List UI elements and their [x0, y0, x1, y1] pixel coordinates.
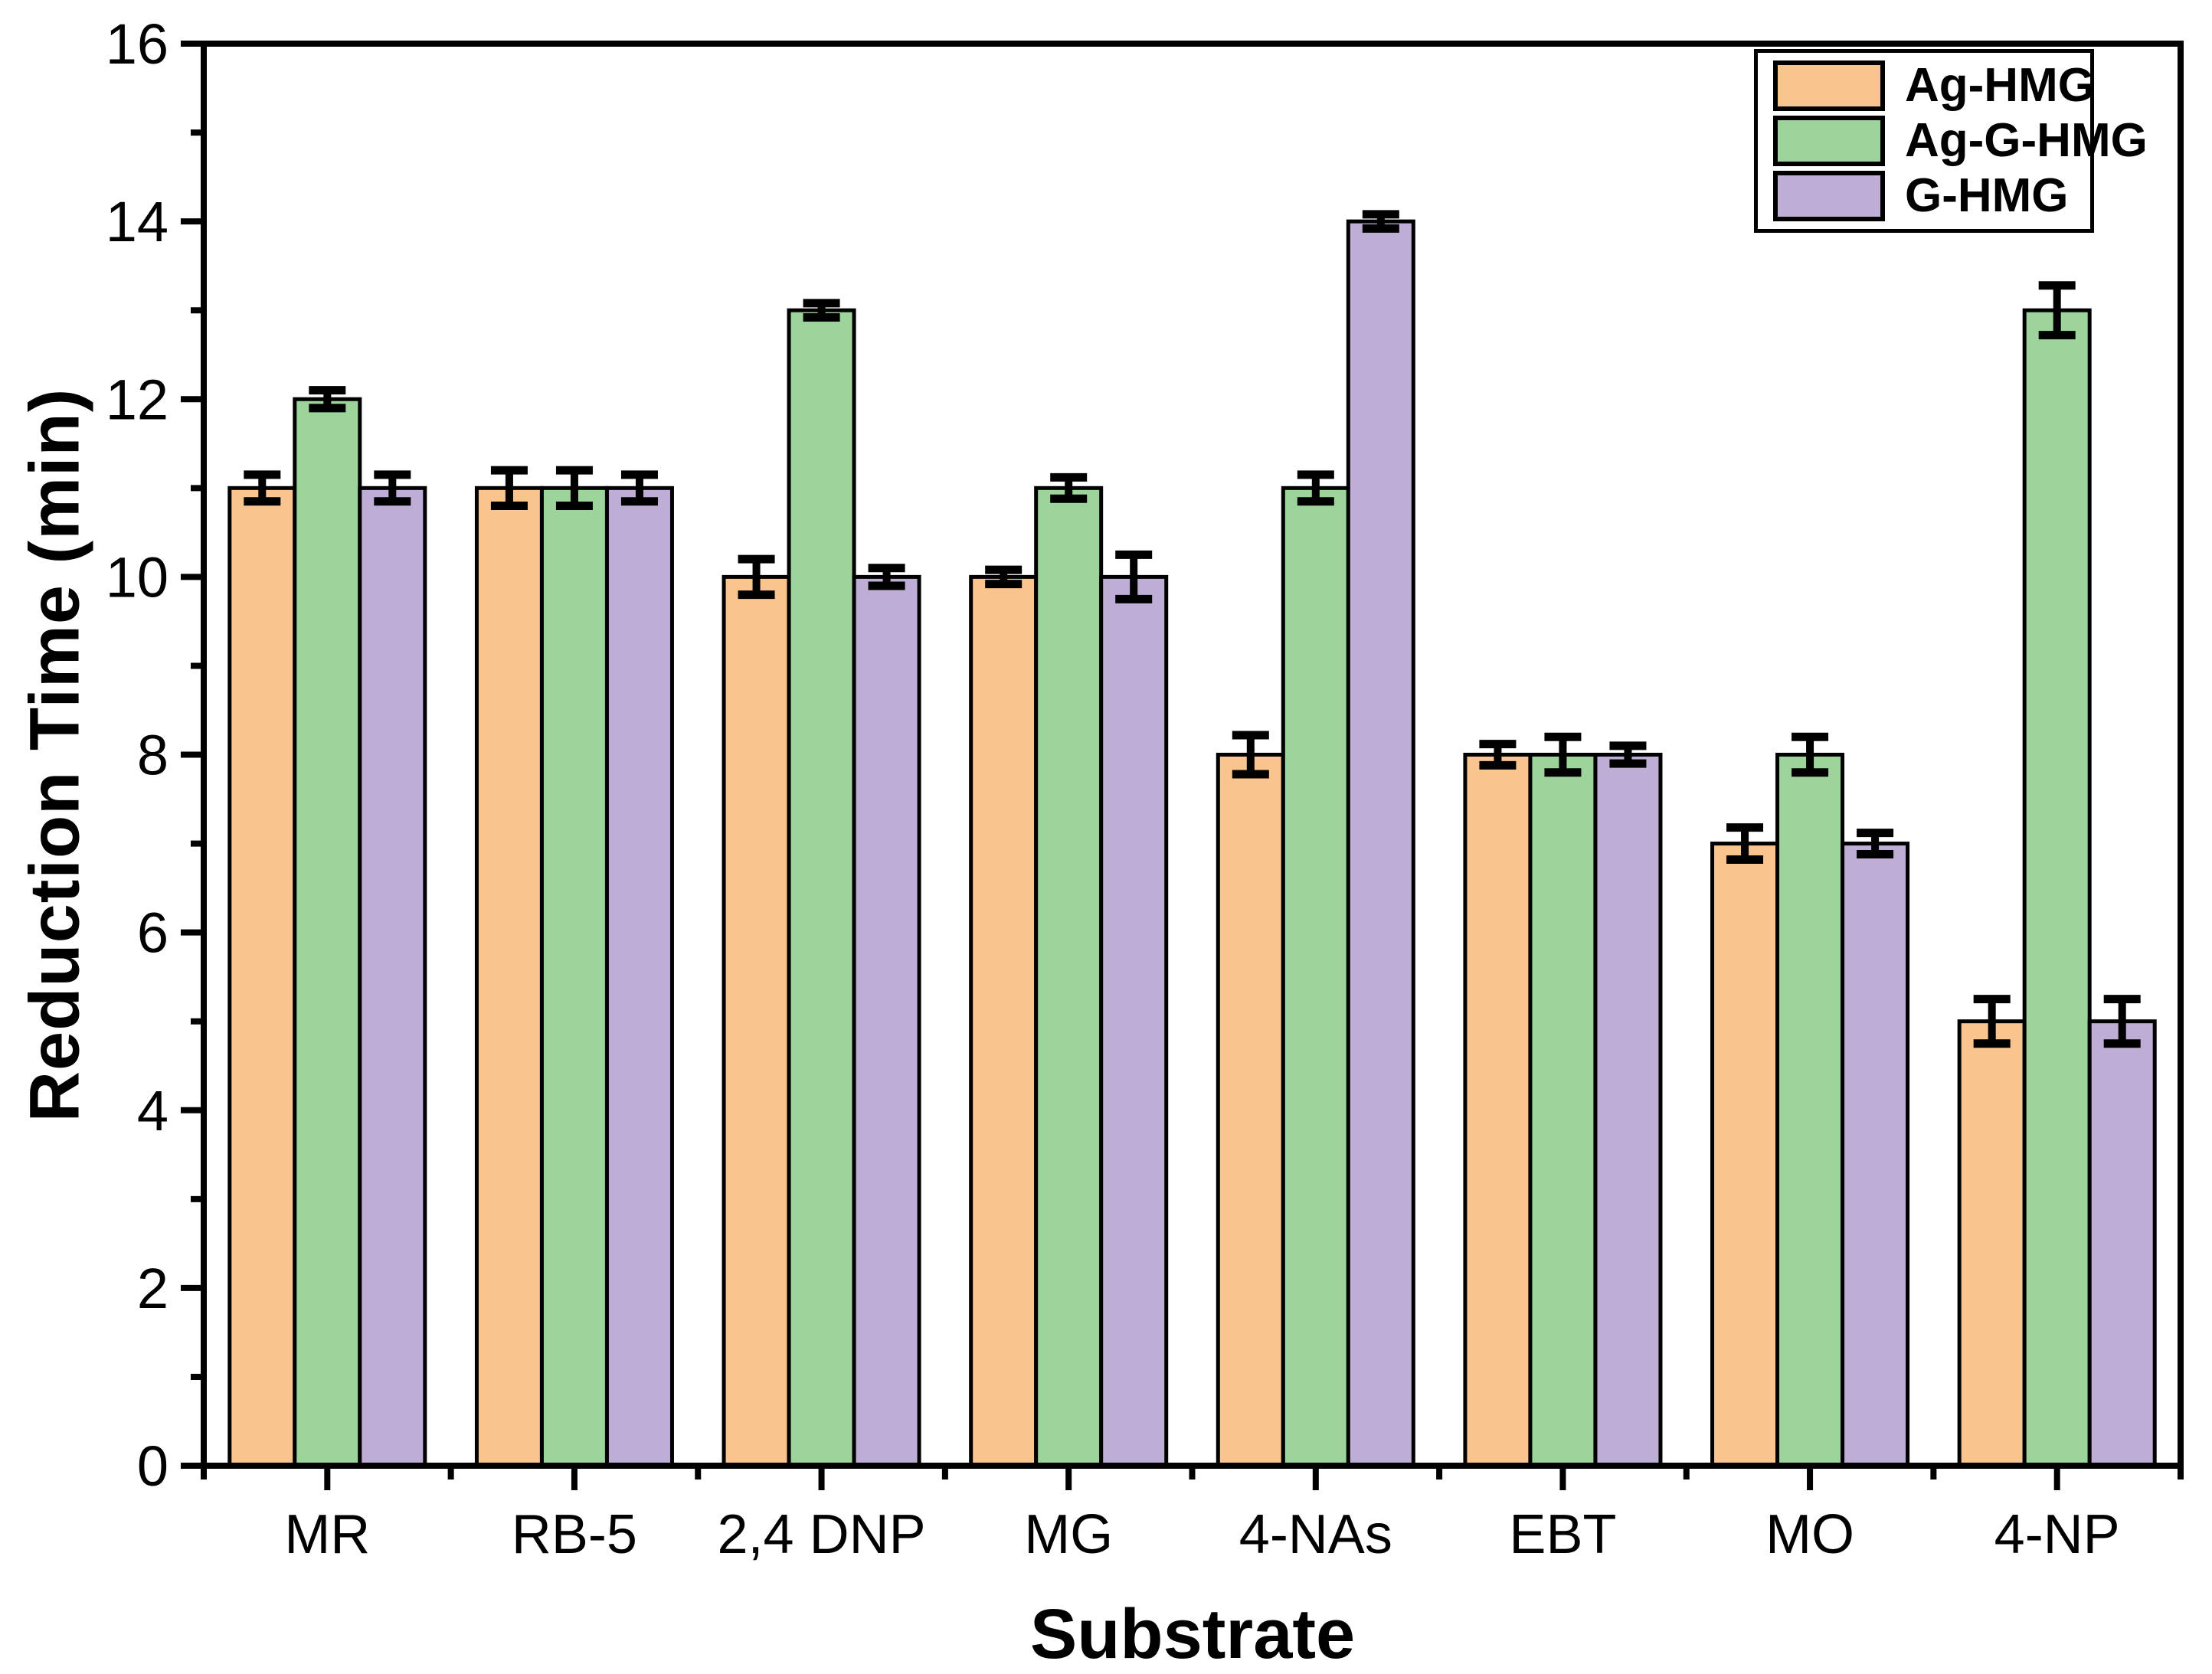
bar	[1957, 1019, 2027, 1468]
y-tick-label: 2	[137, 1257, 169, 1320]
bar	[722, 574, 791, 1468]
bar	[539, 486, 609, 1468]
bar	[474, 486, 544, 1468]
x-tick-label: MO	[1765, 1504, 1854, 1565]
y-tick-label: 16	[106, 12, 169, 76]
y-tick-label: 4	[137, 1079, 169, 1143]
bar	[852, 574, 921, 1468]
bar	[1099, 574, 1169, 1468]
x-tick-label: 4-NP	[1994, 1504, 2120, 1565]
legend-swatch	[1773, 60, 1885, 111]
legend-item: Ag-HMG	[1773, 60, 2095, 111]
legend-swatch	[1773, 116, 1885, 166]
legend-item: G-HMG	[1773, 171, 2083, 221]
bar	[293, 397, 362, 1468]
x-tick-label: MR	[284, 1504, 370, 1565]
legend-item: Ag-G-HMG	[1773, 116, 2148, 166]
bar	[1216, 753, 1285, 1468]
y-tick-label: 12	[106, 368, 169, 431]
y-axis-title: Reduction Time (min)	[15, 387, 94, 1123]
legend-label: G-HMG	[1905, 169, 2069, 222]
x-tick-label: RB-5	[512, 1504, 637, 1565]
bar	[604, 486, 674, 1468]
bar	[227, 486, 297, 1468]
y-tick-label: 8	[137, 724, 169, 787]
bar	[2022, 308, 2092, 1468]
y-tick-label: 0	[137, 1434, 169, 1498]
legend-swatch	[1773, 171, 1885, 221]
plot-frame	[201, 41, 2184, 1469]
legend-label: Ag-HMG	[1905, 59, 2095, 112]
bar	[1593, 753, 1663, 1468]
y-tick-label: 6	[137, 901, 169, 965]
bar	[1775, 753, 1845, 1468]
bar	[1346, 219, 1415, 1468]
bar	[969, 574, 1039, 1468]
bar	[1528, 753, 1598, 1468]
x-tick-label: MG	[1024, 1504, 1113, 1565]
x-tick-label: 4-NAs	[1239, 1504, 1392, 1565]
bar	[1034, 486, 1104, 1468]
bar	[358, 486, 427, 1468]
bar	[1710, 842, 1780, 1468]
y-tick-label: 14	[106, 190, 169, 253]
legend: Ag-HMG Ag-G-HMG G-HMG	[1754, 49, 2148, 233]
legend-label: Ag-G-HMG	[1905, 114, 2148, 167]
bar	[1463, 753, 1533, 1468]
y-tick-label: 10	[106, 545, 169, 609]
bar	[1281, 486, 1350, 1468]
x-tick-label: 2,4 DNP	[718, 1504, 926, 1565]
bar	[2087, 1019, 2157, 1468]
bar	[787, 308, 856, 1468]
x-axis-title: Substrate	[1029, 1595, 1356, 1673]
bar	[1841, 842, 1910, 1468]
x-tick-label: EBT	[1509, 1504, 1616, 1565]
